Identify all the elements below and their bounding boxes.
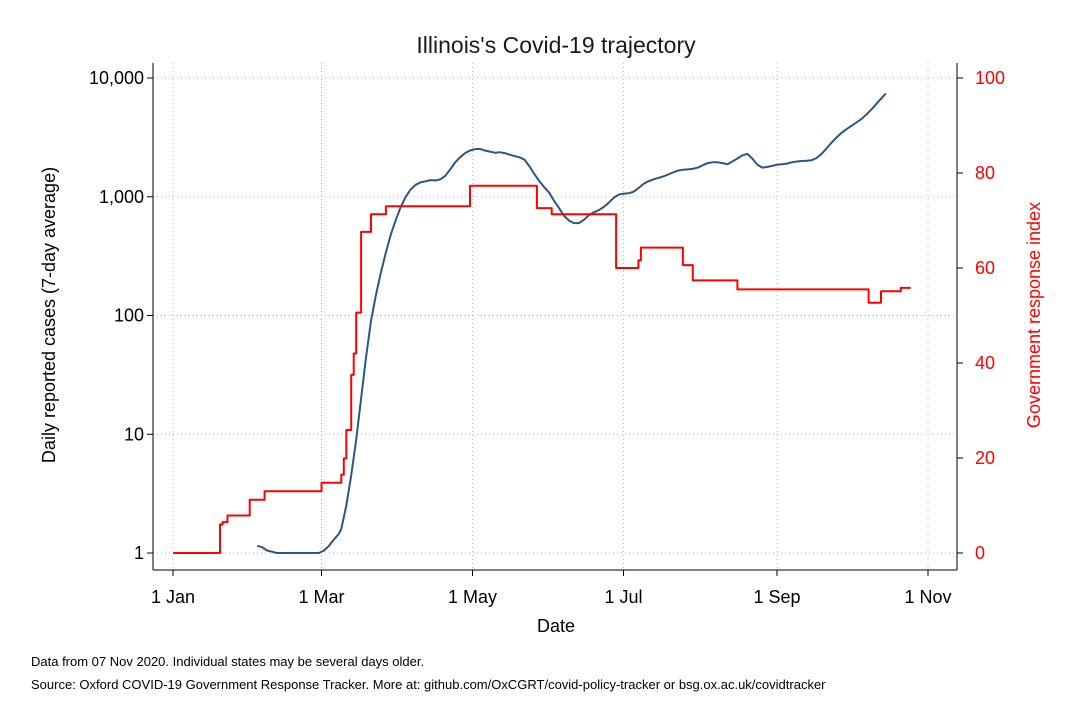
x-tick-label: 1 Sep [753, 587, 800, 607]
x-axis-label: Date [537, 616, 575, 636]
x-tick-label: 1 May [448, 587, 497, 607]
y-axis-left-label: Daily reported cases (7-day average) [39, 167, 59, 463]
y-right-tick-label: 80 [975, 163, 995, 183]
y-axis-right-label: Government response index [1024, 202, 1044, 428]
grid [153, 63, 957, 570]
x-tick-label: 1 Jul [605, 587, 643, 607]
x-tick-label: 1 Nov [904, 587, 951, 607]
y-right-tick-label: 100 [975, 68, 1005, 88]
chart-title: Illinois's Covid-19 trajectory [416, 32, 696, 58]
y-right-tick-label: 40 [975, 353, 995, 373]
y-left-tick-label: 10 [124, 424, 144, 444]
y-left-tick-label: 1,000 [99, 187, 144, 207]
series [173, 92, 911, 554]
y-left-tick-label: 1 [134, 543, 144, 563]
y-right-tick-label: 20 [975, 448, 995, 468]
series-line-response-index [173, 184, 911, 554]
series-line-cases [256, 92, 887, 554]
y-right-tick-label: 0 [975, 543, 985, 563]
x-tick-label: 1 Mar [299, 587, 345, 607]
data-note: Data from 07 Nov 2020. Individual states… [31, 654, 425, 669]
y-left-tick-label: 10,000 [89, 68, 144, 88]
y-right-tick-label: 60 [975, 258, 995, 278]
y-left-tick-label: 100 [114, 306, 144, 326]
source-note: Source: Oxford COVID-19 Government Respo… [31, 677, 826, 692]
axes: 1 10 100 1,000 10,000 0 20 40 60 80 100 1 Jan 1 Mar 1… [89, 63, 1005, 607]
x-tick-label: 1 Jan [151, 587, 195, 607]
